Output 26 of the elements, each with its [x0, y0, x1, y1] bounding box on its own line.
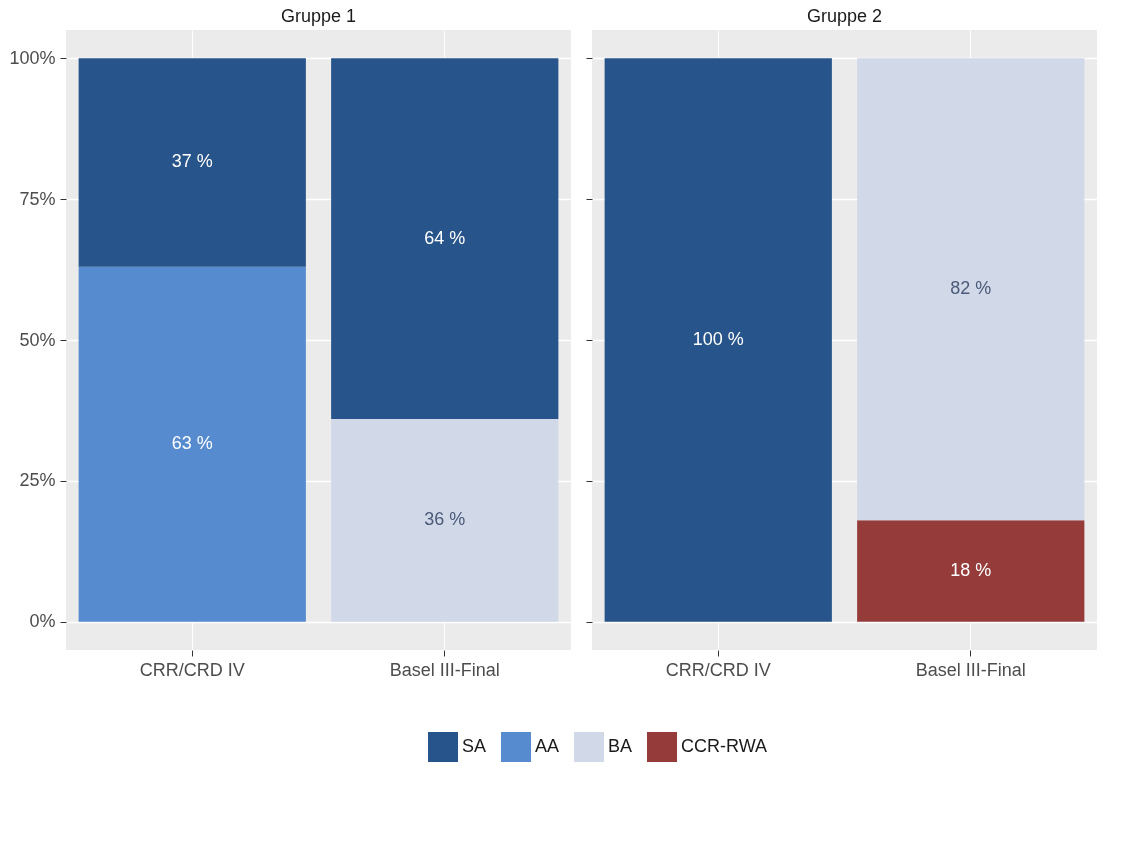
y-tick-label: 75%: [19, 188, 56, 209]
data-label: 64 %: [424, 227, 466, 248]
bar: [78, 58, 306, 267]
data-label: 36 %: [424, 509, 466, 530]
bar: [331, 58, 559, 419]
x-tick-label: CRR/CRD IV: [665, 659, 771, 680]
data-label: 63 %: [171, 433, 213, 454]
legend-label: AA: [535, 736, 560, 756]
bar: [78, 266, 306, 622]
y-tick-label: 50%: [19, 329, 56, 350]
x-tick-label: Basel III-Final: [389, 659, 500, 680]
legend-label: BA: [608, 736, 633, 756]
chart-title: Gruppe 2: [806, 6, 883, 26]
chart-title: Gruppe 1: [280, 6, 357, 26]
bar: [331, 418, 559, 622]
data-label: 100 %: [692, 329, 744, 349]
x-tick-label: CRR/CRD IV: [139, 659, 245, 680]
legend-label: SA: [462, 736, 487, 756]
data-label: 37 %: [171, 151, 213, 172]
y-tick-label: 0%: [29, 611, 56, 632]
legend-label: CCR-RWA: [681, 736, 767, 756]
data-label: 18 %: [950, 560, 992, 581]
data-label: 82 %: [950, 278, 992, 299]
y-tick-label: 25%: [19, 470, 56, 491]
x-tick-label: Basel III-Final: [915, 659, 1026, 680]
y-tick-label: 100%: [9, 47, 56, 68]
